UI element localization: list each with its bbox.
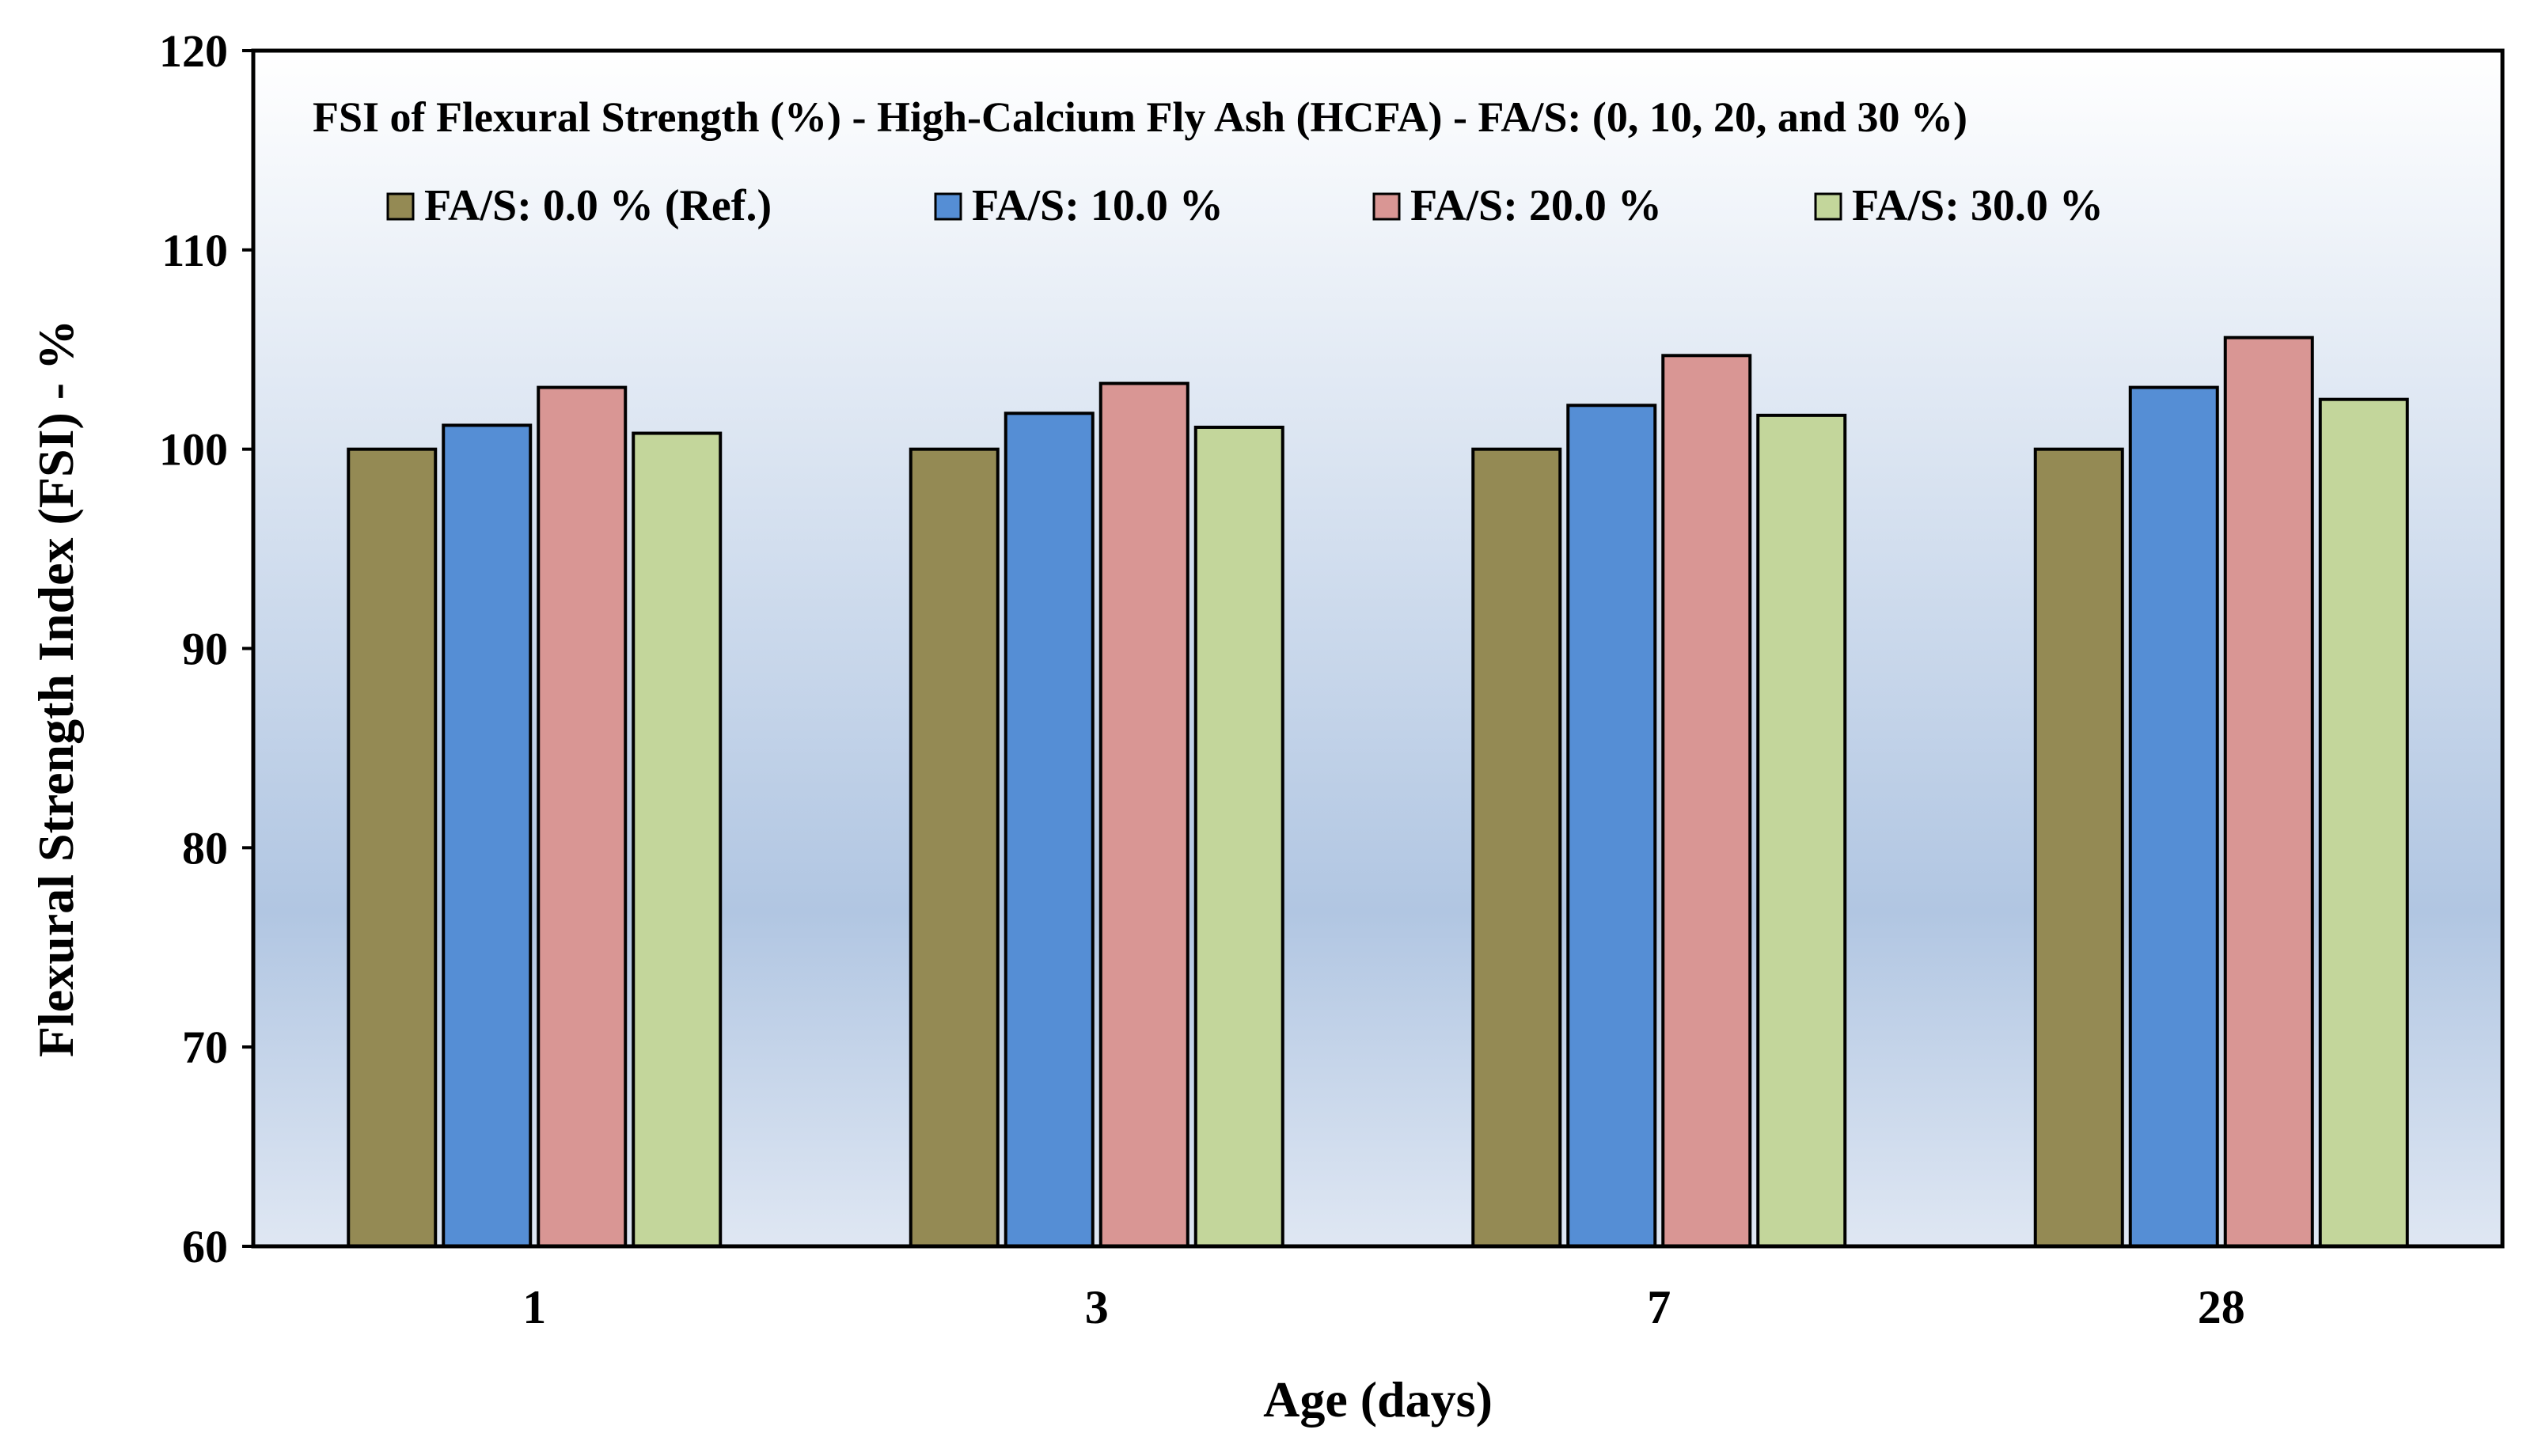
y-tick-label: 100: [159, 424, 228, 476]
x-tick-label: 3: [1085, 1281, 1109, 1333]
bar-1-7: [1471, 447, 1562, 1248]
bar-3-28: [2223, 336, 2314, 1248]
legend-swatch: [934, 192, 962, 221]
legend-label: FA/S: 10.0 %: [972, 181, 1224, 230]
y-tick-label: 70: [182, 1022, 228, 1073]
y-axis-label: Flexural Strength Index (FSI) - %: [28, 320, 84, 1057]
bar-2-28: [2128, 385, 2219, 1248]
bar-4-1: [632, 431, 723, 1248]
bar-1-3: [909, 447, 1000, 1248]
y-tick-label: 80: [182, 822, 228, 874]
bar-1-28: [2033, 447, 2124, 1248]
bar-2-3: [1004, 411, 1095, 1248]
bar-3-3: [1098, 381, 1190, 1249]
legend-swatch: [1372, 192, 1401, 221]
legend-label: FA/S: 0.0 % (Ref.): [424, 181, 772, 230]
bar-2-7: [1566, 404, 1657, 1248]
bar-4-28: [2318, 397, 2409, 1248]
y-tick-label: 110: [161, 225, 228, 276]
legend-swatch: [1814, 192, 1842, 221]
legend-label: FA/S: 30.0 %: [1852, 181, 2104, 230]
plot-area: [253, 51, 2502, 1246]
bar-3-1: [537, 385, 628, 1248]
bar-1-1: [347, 447, 438, 1248]
bar-4-3: [1193, 425, 1284, 1249]
legend-label: FA/S: 20.0 %: [1410, 181, 1662, 230]
legend-swatch: [386, 192, 415, 221]
x-axis-label: Age (days): [1263, 1371, 1493, 1428]
y-tick-label: 120: [159, 25, 228, 77]
x-tick-label: 1: [522, 1281, 546, 1333]
bar-2-1: [442, 423, 533, 1248]
x-tick-label: 7: [1647, 1281, 1671, 1333]
bar-3-7: [1661, 354, 1752, 1248]
y-tick-label: 60: [182, 1221, 228, 1272]
y-tick-label: 90: [182, 624, 228, 675]
x-tick-label: 28: [2198, 1281, 2245, 1333]
chart-title: FSI of Flexural Strength (%) - High-Calc…: [313, 93, 1967, 141]
bar-4-7: [1756, 413, 1847, 1248]
